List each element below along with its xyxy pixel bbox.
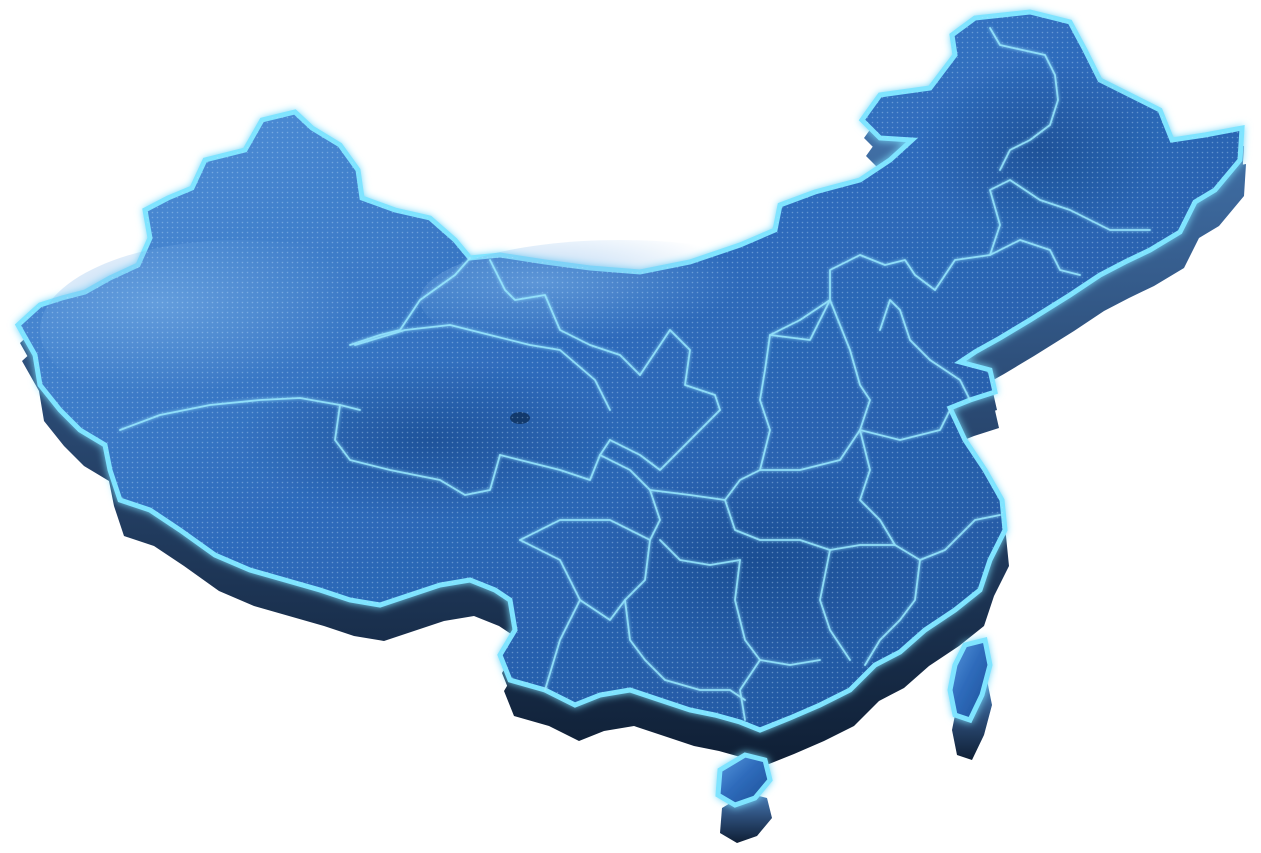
- province-border-line: [354, 324, 611, 411]
- province-border-line: [894, 514, 1001, 561]
- province-border-line: [859, 409, 951, 441]
- province-border-line: [739, 659, 761, 721]
- province-border-line: [769, 299, 831, 341]
- hainan-region: [715, 752, 773, 808]
- province-border-line: [864, 559, 921, 666]
- province-border-line: [624, 539, 666, 681]
- province-border-line: [609, 409, 721, 471]
- province-border-line: [349, 257, 471, 346]
- province-border-line: [929, 359, 971, 401]
- province-border-line: [759, 319, 801, 471]
- province-border-line: [989, 179, 1151, 256]
- province-border-line: [799, 254, 936, 321]
- province-border-line: [334, 404, 501, 496]
- province-border-line: [819, 549, 851, 661]
- province-border-line: [859, 429, 896, 546]
- province-border-line: [829, 299, 871, 431]
- province-border-line: [599, 454, 761, 501]
- province-border-line: [879, 299, 931, 361]
- province-border-line: [734, 559, 821, 666]
- dot-texture: [18, 12, 1242, 730]
- province-border-line: [724, 499, 896, 551]
- province-border-line: [664, 679, 746, 701]
- province-border-line: [489, 259, 641, 376]
- province-border-line: [544, 599, 581, 691]
- province-border-line: [934, 239, 1081, 291]
- taiwan-region: [947, 636, 993, 724]
- province-border-line: [639, 329, 721, 411]
- province-borders: [119, 27, 1151, 721]
- province-border-line: [659, 539, 741, 566]
- province-border-line: [759, 429, 861, 471]
- mainland-dot-overlay: [18, 12, 1242, 730]
- province-border-line: [989, 27, 1059, 171]
- province-border-line: [519, 489, 661, 541]
- province-border-line: [499, 439, 611, 481]
